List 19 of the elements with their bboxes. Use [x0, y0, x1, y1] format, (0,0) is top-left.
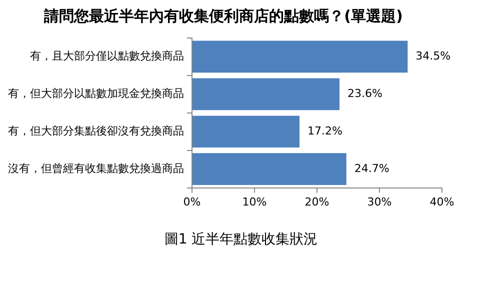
- data-label: 24.7%: [354, 162, 390, 175]
- bar: [192, 40, 408, 73]
- bar: [192, 153, 346, 185]
- bar: [192, 78, 340, 110]
- x-tick-label: 40%: [430, 195, 454, 208]
- bar: [192, 116, 300, 148]
- y-tick-label: 沒有，但曾經有收集點數兌換過商品: [8, 162, 184, 175]
- y-tick-label: 有，但大部分集點後卻沒有兌換商品: [8, 124, 184, 138]
- caption: 圖1 近半年點數收集狀況: [164, 232, 318, 248]
- x-tick-label: 0%: [183, 195, 201, 208]
- x-tick-label: 10%: [242, 195, 267, 208]
- x-tick-label: 20%: [304, 195, 330, 208]
- data-label: 34.5%: [416, 50, 451, 63]
- data-label: 23.6%: [348, 87, 382, 100]
- x-tick-label: 30%: [367, 195, 392, 208]
- data-label: 17.2%: [308, 124, 342, 138]
- y-tick-label: 有，且大部分僅以點數兌換商品: [30, 50, 184, 63]
- y-tick-label: 有，但大部分以點數加現金兌換商品: [8, 87, 184, 100]
- chart-title: 請問您最近半年內有收集便利商店的點數嗎？(單選題): [43, 6, 403, 25]
